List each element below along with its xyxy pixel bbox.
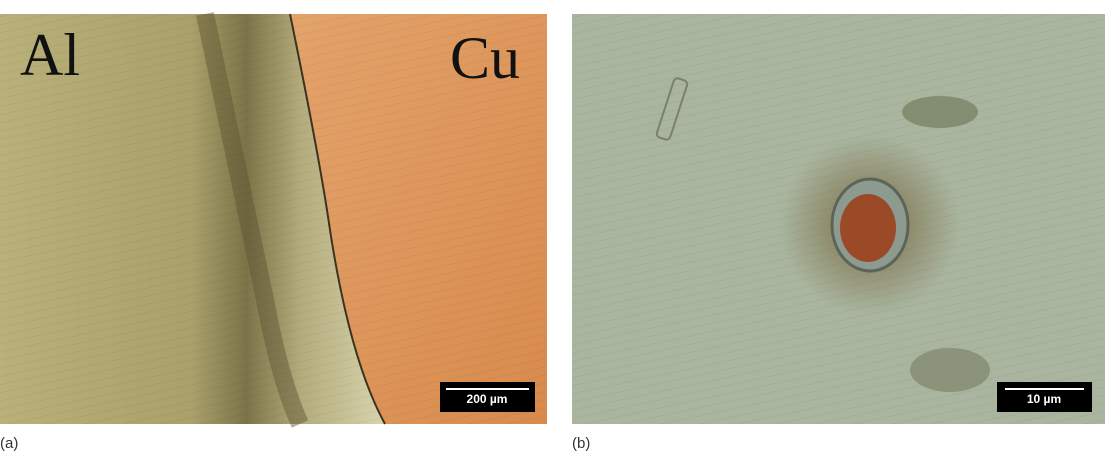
pit — [840, 194, 896, 262]
stain — [910, 348, 990, 392]
label-al: Al — [20, 22, 80, 88]
stain — [902, 96, 978, 128]
scale-bar-label: 200 µm — [467, 392, 508, 406]
figure: Al Cu 200 µm (a) 10 µm (b) — [0, 0, 1105, 455]
panel-b: 10 µm (b) — [572, 14, 1105, 452]
label-cu: Cu — [450, 25, 520, 91]
caption: (b) — [572, 435, 590, 452]
caption: (a) — [0, 435, 18, 452]
scale-bar-label: 10 µm — [1027, 392, 1061, 406]
panel-a: Al Cu 200 µm (a) — [0, 14, 547, 452]
